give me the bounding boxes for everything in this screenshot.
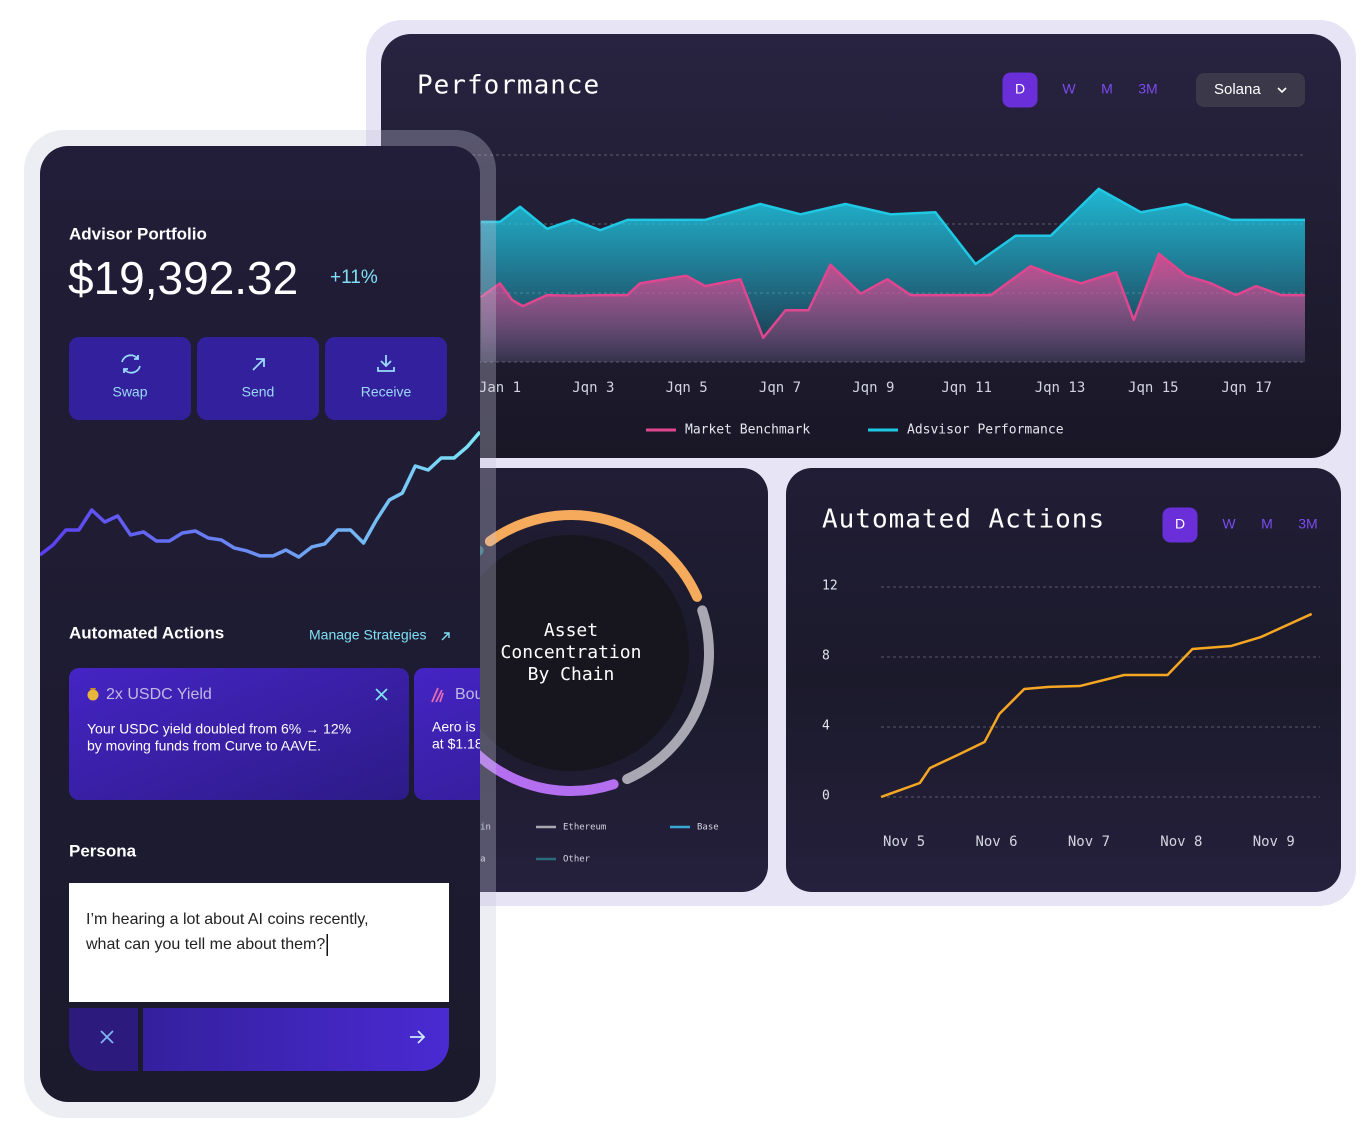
input-text: I’m hearing a lot about AI coins recentl…	[86, 911, 369, 928]
card-title: 2x USDC Yield	[106, 686, 212, 703]
legend-label: Ethereum	[563, 823, 606, 833]
legend-label: Base	[697, 823, 719, 833]
card-body: Aero is	[432, 719, 476, 735]
tab-active[interactable]	[1002, 72, 1038, 108]
tab[interactable]: 3M	[1298, 516, 1317, 532]
swap-button[interactable]	[69, 337, 191, 420]
tab[interactable]: D	[1175, 516, 1185, 532]
submit-icon	[410, 1030, 426, 1044]
link-icon	[441, 632, 450, 641]
section-title: Automated Actions	[69, 623, 224, 642]
x-tick-label: Jqn 7	[759, 380, 801, 396]
send-icon	[252, 358, 265, 371]
x-tick-label: Jqn 5	[666, 380, 708, 396]
action-card[interactable]	[69, 668, 409, 800]
area-fill	[480, 253, 1305, 362]
balance: $19,392.32	[68, 252, 298, 304]
manage-link[interactable]: Manage Strategies	[309, 627, 427, 643]
x-tick-label: Jqn 11	[941, 380, 992, 396]
y-tick-label: 12	[822, 579, 838, 594]
card-icon	[431, 687, 444, 703]
x-tick-label: Nov 5	[883, 834, 925, 850]
card-body: by moving funds from Curve to AAVE.	[87, 738, 321, 754]
donut-title: By Chain	[528, 664, 615, 685]
section-title: Persona	[69, 841, 137, 860]
area-line	[480, 252, 1305, 340]
card-icon	[90, 688, 96, 690]
donut-title: Concentration	[501, 642, 642, 663]
receive-button[interactable]	[325, 337, 447, 420]
x-tick-label: Nov 8	[1160, 834, 1202, 850]
button-label[interactable]: Receive	[361, 384, 412, 400]
legend-label: Adsvisor Performance	[907, 423, 1064, 438]
actions-panel	[786, 468, 1341, 892]
persona-input[interactable]	[69, 883, 449, 1002]
x-tick-label: Jqn 15	[1128, 380, 1179, 396]
tab[interactable]: M	[1101, 81, 1113, 97]
tab-active[interactable]	[1162, 507, 1198, 543]
input-text: what can you tell me about them?	[85, 936, 325, 953]
legend-label: Market Benchmark	[685, 423, 810, 438]
tab[interactable]: M	[1261, 516, 1273, 532]
card-title: Bou	[455, 686, 483, 703]
donut-title: Asset	[544, 620, 598, 641]
card-close[interactable]	[375, 688, 388, 701]
performance-plot: Jan 1 Jqn 3 Jqn 5 Jqn 7 Jqn 9 Jqn 11 Jqn 13 Jqn…	[430, 154, 1305, 396]
tab[interactable]: W	[1222, 516, 1236, 532]
sparkline	[40, 430, 480, 559]
dropdown-label[interactable]: Solana	[1214, 81, 1261, 98]
chain-dropdown[interactable]	[1196, 73, 1305, 107]
tab[interactable]: W	[1062, 81, 1076, 97]
swap-icon	[121, 354, 141, 374]
x-tick-label: Jan 1	[479, 380, 521, 396]
x-tick-label: Jqn 13	[1035, 380, 1086, 396]
panel-title: Performance	[417, 71, 600, 101]
card-icon	[87, 689, 99, 701]
actions-plot: 0 4 8 12 Nov 5 Nov 6 Nov 7 Nov 8 Nov 9	[822, 579, 1320, 850]
dropdown-chevron	[1277, 87, 1287, 94]
card-content: Advisor Portfolio $19,392.32 +11% Swap S…	[40, 224, 483, 1071]
submit-button[interactable]	[143, 1008, 449, 1071]
card-body: Your USDC yield doubled from 6% → 12%	[87, 721, 351, 737]
send-button[interactable]	[197, 337, 319, 420]
receive-icon	[377, 355, 395, 372]
button-label[interactable]: Swap	[112, 384, 147, 400]
donut-segment	[484, 510, 703, 602]
tab[interactable]: 3M	[1138, 81, 1157, 97]
sparkline-plot	[40, 430, 480, 559]
donut-center	[453, 535, 689, 771]
card-body: at $1.18	[432, 736, 483, 752]
panel-title: Automated Actions	[822, 505, 1105, 535]
tab[interactable]: D	[1015, 81, 1025, 97]
button-label[interactable]: Send	[242, 384, 275, 400]
area-line	[480, 187, 1305, 266]
x-tick-label: Nov 9	[1253, 834, 1295, 850]
y-tick-label: 4	[822, 719, 830, 734]
line	[880, 612, 1313, 799]
x-tick-label: Nov 6	[975, 834, 1017, 850]
x-tick-label: Nov 7	[1068, 834, 1110, 850]
y-tick-label: 0	[822, 789, 830, 804]
x-tick-label: Jqn 3	[572, 380, 614, 396]
portfolio-title: Advisor Portfolio	[69, 224, 207, 243]
x-tick-label: Jqn 17	[1221, 380, 1272, 396]
y-tick-label: 8	[822, 649, 830, 664]
donut-segment	[622, 605, 714, 785]
change: +11%	[330, 267, 378, 288]
x-tick-label: Jqn 9	[852, 380, 894, 396]
legend-label: Other	[563, 855, 591, 865]
clear-icon	[100, 1030, 114, 1044]
